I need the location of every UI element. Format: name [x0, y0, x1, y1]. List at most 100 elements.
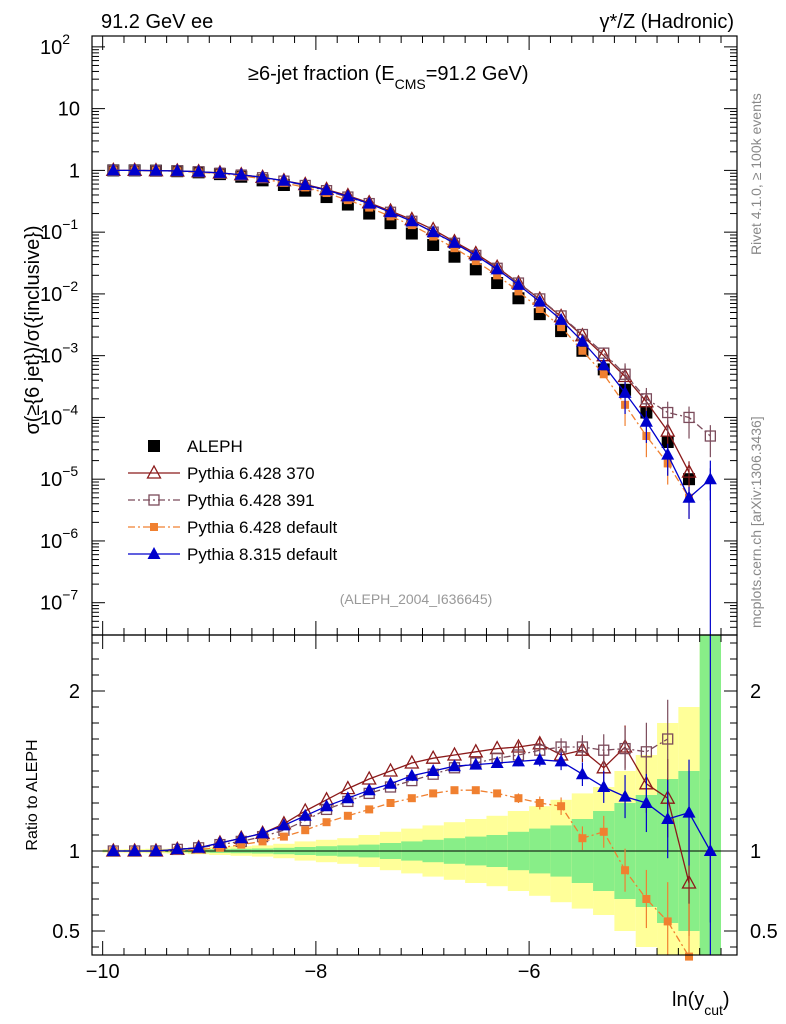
data-point-p6def [578, 346, 587, 355]
data-point-p8def [490, 262, 504, 275]
data-point-p8def [384, 205, 398, 218]
ratio-point-p8def [447, 759, 461, 772]
data-point-aleph [469, 263, 482, 276]
main-y-tick-label: 1 [69, 160, 80, 182]
ratio-point-p8def [277, 818, 291, 831]
data-point-p8def [447, 235, 461, 248]
main-y-axis-label: σ(≥{6 jet})/σ({inclusive}) [22, 225, 44, 434]
ratio-point-p6def [322, 818, 331, 827]
ratio-point-p8def [170, 842, 184, 855]
ratio-y-tick-label-left: 2 [69, 681, 80, 703]
data-point-aleph [448, 250, 461, 263]
ratio-y-tick-label-left: 1 [69, 841, 80, 863]
ratio-point-p6def [663, 917, 672, 926]
ratio-point-p8def [661, 812, 675, 824]
data-point-p8def [106, 163, 120, 176]
ratio-point-p8def [554, 754, 568, 767]
main-y-tick-label: 102 [40, 31, 70, 59]
data-point-p391 [619, 368, 631, 380]
data-point-p8def [277, 173, 291, 186]
ratio-point-p8def [405, 768, 419, 781]
data-point-p6def [450, 244, 459, 253]
data-point-p8def [192, 164, 206, 177]
legend-label-p8def: Pythia 8.315 default [187, 545, 338, 564]
ratio-point-p8def [575, 767, 589, 780]
ratio-y-axis-label: Ratio to ALEPH [24, 739, 41, 850]
ratio-point-p6def [343, 811, 352, 820]
ratio-point-p6def [450, 786, 459, 795]
ratio-point-p6def [429, 789, 438, 798]
data-point-p8def [298, 178, 312, 191]
x-axis-label: ln(ycut) [672, 989, 730, 1018]
ratio-point-p370 [468, 743, 484, 758]
ratio-point-p8def [256, 826, 270, 839]
data-point-p391 [640, 393, 653, 405]
ratio-point-p6def [599, 827, 608, 836]
ratio-point-p6def [493, 789, 502, 798]
header-right-title: γ*/Z (Hadronic) [600, 11, 734, 33]
ratio-point-p6def [279, 832, 288, 841]
x-tick-label: −10 [86, 961, 120, 983]
ratio-point-p6def [535, 799, 544, 807]
data-point-p8def [170, 163, 184, 176]
main-title: ≥6-jet fraction (ECMS=91.2 GeV) [248, 63, 529, 92]
main-y-tick-label: 10−6 [40, 525, 78, 553]
data-point-p391 [683, 411, 695, 424]
ratio-point-p8def [213, 836, 227, 848]
data-point-p8def [682, 490, 696, 503]
ratio-point-p6def [514, 794, 523, 803]
ratio-point-p391 [555, 741, 567, 753]
data-point-p8def [320, 183, 334, 196]
data-point-p391 [704, 430, 716, 442]
legend-marker-p391 [148, 494, 160, 506]
legend-marker-p8def [147, 547, 161, 559]
data-point-p8def [341, 189, 355, 202]
data-point-p8def [511, 277, 525, 290]
ratio-line-p6def [113, 789, 690, 957]
ratio-point-p6def [407, 794, 416, 803]
data-point-p370 [681, 463, 697, 478]
ratio-point-p391 [576, 741, 589, 753]
ratio-point-p6def [237, 840, 246, 849]
ratio-point-p8def [426, 764, 440, 776]
ratio-point-p391 [598, 744, 610, 756]
ratio-point-p8def [511, 754, 525, 767]
analysis-reference-label: (ALEPH_2004_I636645) [340, 591, 493, 607]
x-tick-label: −6 [518, 961, 541, 983]
data-point-p391 [598, 347, 610, 359]
data-point-p391 [662, 406, 674, 419]
ratio-point-p6def [578, 834, 587, 843]
legend-label-p370: Pythia 6.428 370 [187, 464, 315, 483]
ratio-point-p8def [469, 757, 483, 770]
ratio-frame [91, 634, 738, 956]
ratio-point-p391 [619, 742, 631, 755]
rivet-version-label: Rivet 4.1.0, ≥ 100k events [748, 93, 764, 255]
ratio-point-p8def [618, 789, 632, 802]
ratio-point-p8def [234, 831, 248, 844]
ratio-point-p391 [640, 746, 653, 758]
data-point-p8def [213, 165, 227, 178]
data-point-p8def [661, 447, 675, 460]
ratio-point-p8def [128, 844, 142, 856]
ratio-point-p6def [365, 805, 374, 814]
ratio-y-tick-label-left: 0.5 [52, 921, 80, 943]
legend-label-aleph: ALEPH [187, 437, 243, 456]
ratio-point-p8def [298, 808, 312, 821]
ratio-point-p370 [681, 874, 697, 889]
data-point-p6def [535, 304, 544, 313]
ratio-point-p8def [106, 844, 120, 856]
ratio-point-p8def [597, 780, 611, 792]
data-point-p6def [599, 370, 608, 379]
legend-label-p6def: Pythia 6.428 default [187, 518, 338, 537]
ratio-point-p8def [490, 756, 504, 768]
data-point-p8def [426, 225, 440, 238]
legend-marker-p370 [146, 464, 162, 479]
data-point-p8def [362, 196, 376, 209]
x-tick-label: −8 [304, 961, 327, 983]
data-point-p8def [554, 312, 568, 325]
ratio-point-p6def [386, 799, 395, 807]
legend-label-p391: Pythia 6.428 391 [187, 491, 315, 510]
data-point-p8def [405, 214, 419, 227]
main-y-tick-label: 10−5 [40, 463, 78, 491]
data-point-aleph [427, 238, 440, 251]
